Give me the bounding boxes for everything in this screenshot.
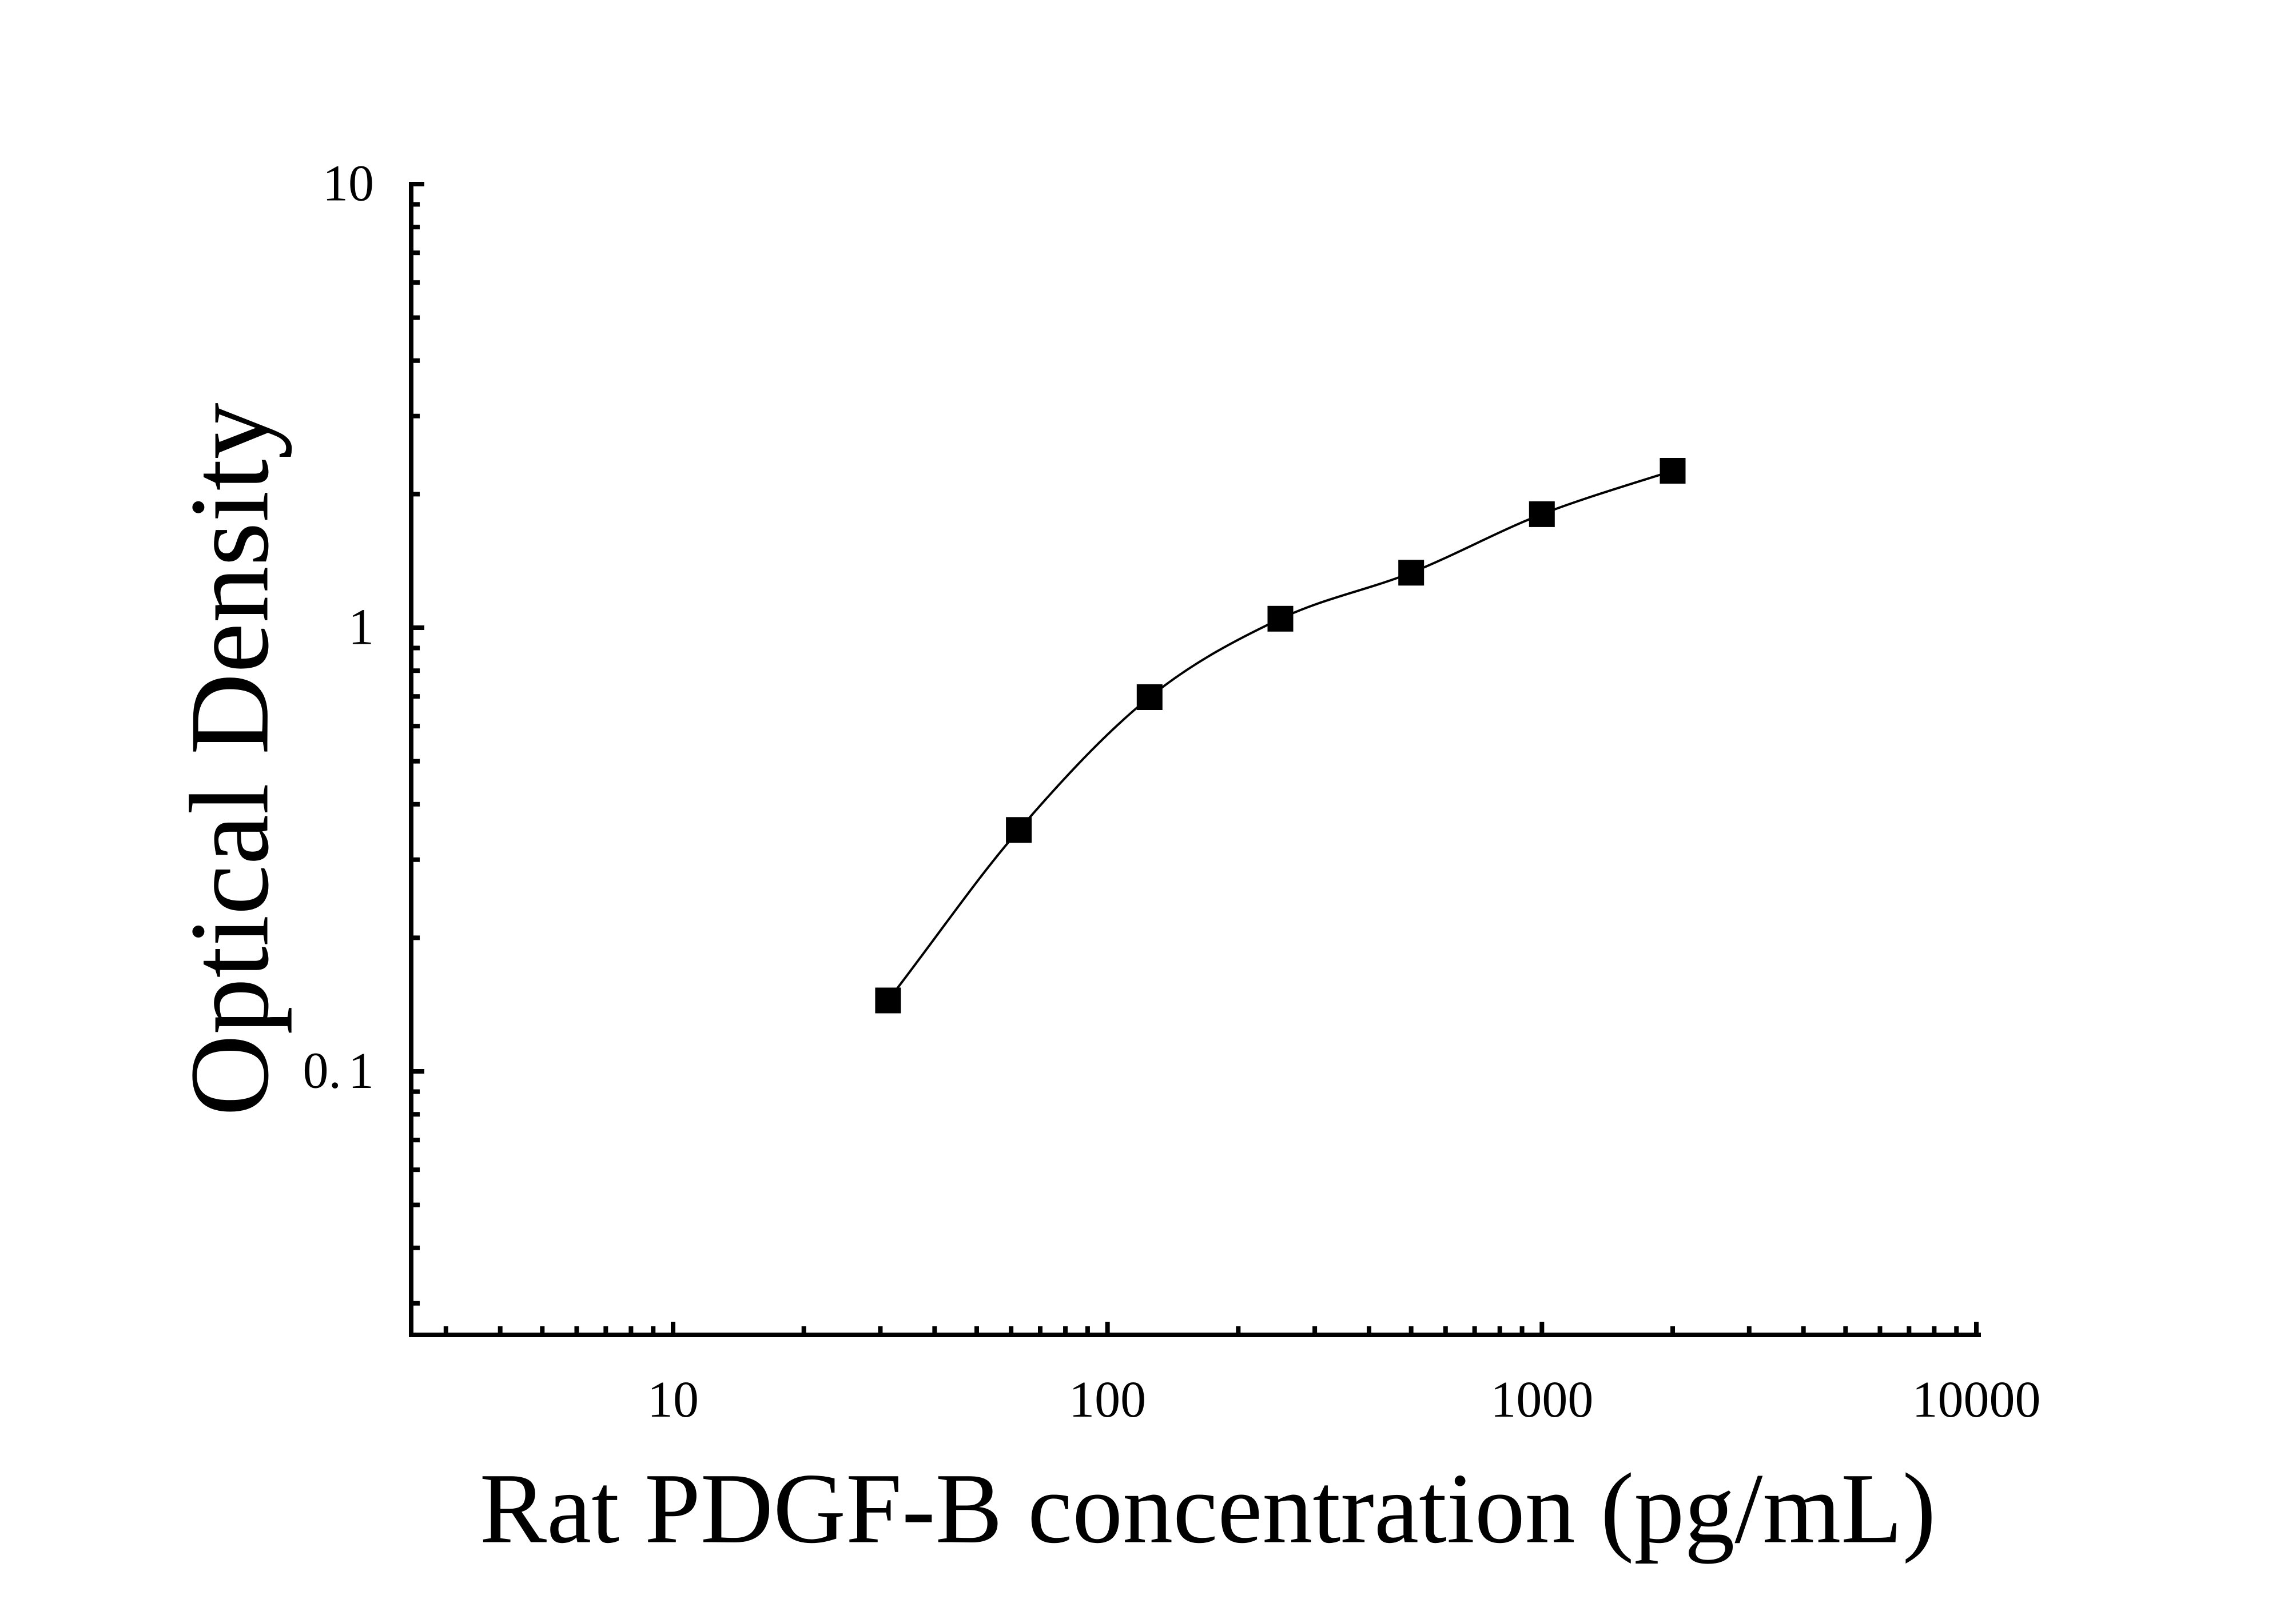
svg-text:10000: 10000 bbox=[1912, 1371, 2041, 1428]
svg-text:1: 1 bbox=[348, 599, 374, 656]
svg-text:10: 10 bbox=[323, 155, 374, 212]
svg-text:Optical Density: Optical Density bbox=[167, 402, 292, 1116]
svg-text:10: 10 bbox=[647, 1371, 699, 1428]
svg-text:100: 100 bbox=[1069, 1371, 1146, 1428]
svg-text:0.1: 0. 1 bbox=[303, 1043, 375, 1099]
svg-text:1000: 1000 bbox=[1490, 1371, 1593, 1428]
svg-text:Rat PDGF-B concentration (pg/m: Rat PDGF-B concentration (pg/mL) bbox=[480, 1453, 1936, 1564]
